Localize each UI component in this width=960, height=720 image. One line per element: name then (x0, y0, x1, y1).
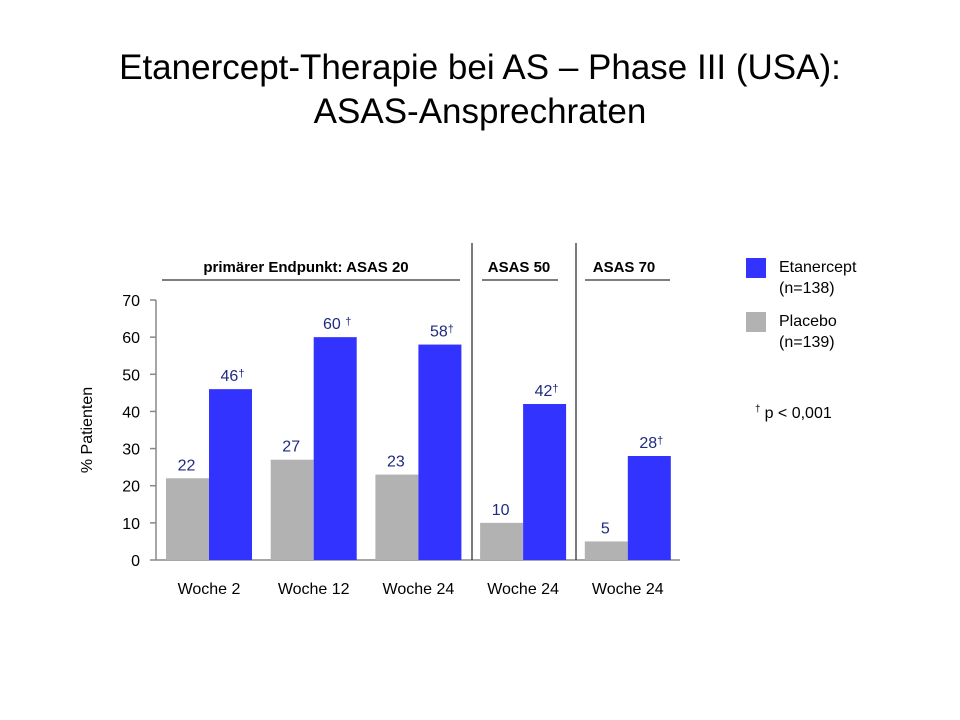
bar-etanercept-4 (523, 404, 567, 560)
data-label-placebo-3: 23 (387, 454, 405, 471)
data-label-etanercept-1: 46† (221, 368, 245, 385)
group-header-2: ASAS 50 (488, 259, 551, 276)
data-label-etanercept-4: 42† (535, 383, 559, 400)
y-tick-label: 10 (122, 516, 140, 533)
y-tick-label: 50 (122, 367, 140, 384)
bar-placebo-4 (480, 522, 524, 560)
x-tick-label-4: Woche 24 (487, 581, 559, 598)
data-label-placebo-4: 10 (492, 502, 510, 519)
x-tick-label-1: Woche 2 (178, 581, 241, 598)
data-label-placebo-5: 5 (601, 520, 610, 537)
legend-item-etanercept: Etanercept (n=138) (746, 257, 856, 299)
y-tick-label: 20 (122, 479, 140, 496)
group-header-3: ASAS 70 (593, 259, 656, 276)
data-label-placebo-2: 27 (282, 439, 300, 456)
title-line-2: ASAS-Ansprechraten (313, 92, 647, 131)
bar-etanercept-5 (627, 456, 671, 560)
legend-item-placebo: Placebo (n=139) (746, 311, 837, 353)
title-line-1: Etanercept-Therapie bei AS – Phase III (… (119, 48, 841, 87)
x-tick-label-2: Woche 12 (278, 581, 350, 598)
y-tick-label: 60 (122, 330, 140, 347)
bar-placebo-3 (375, 474, 419, 560)
legend-n-etanercept: (n=138) (779, 280, 835, 297)
significance-note: † p < 0,001 (755, 404, 832, 423)
y-axis-title: % Patienten (79, 387, 96, 473)
group-header-1: primärer Endpunkt: ASAS 20 (203, 259, 408, 276)
data-label-etanercept-5: 28† (639, 435, 663, 452)
legend-n-placebo: (n=139) (779, 334, 835, 351)
x-tick-label-5: Woche 24 (592, 581, 664, 598)
legend-label-etanercept: Etanercept (779, 259, 857, 276)
y-tick-label: 0 (131, 553, 140, 570)
legend-label-placebo: Placebo (779, 313, 837, 330)
y-tick-label: 40 (122, 404, 140, 421)
y-tick-label: 30 (122, 442, 140, 459)
dagger-symbol: † (755, 404, 761, 415)
y-tick-label: 70 (122, 293, 140, 310)
significance-text: p < 0,001 (764, 405, 832, 422)
x-tick-label-3: Woche 24 (383, 581, 455, 598)
bar-etanercept-3 (418, 344, 462, 560)
data-label-etanercept-3: 58† (430, 324, 454, 341)
data-label-etanercept-2: 60 † (323, 316, 351, 333)
bar-placebo-1 (166, 478, 209, 560)
legend-swatch-placebo (746, 312, 766, 332)
slide-title: Etanercept-Therapie bei AS – Phase III (… (0, 46, 960, 134)
legend-swatch-etanercept (746, 258, 766, 278)
bar-etanercept-2 (313, 337, 357, 560)
data-label-placebo-1: 22 (178, 457, 196, 474)
bar-etanercept-1 (209, 389, 252, 560)
bar-placebo-5 (584, 541, 628, 560)
bar-placebo-2 (270, 459, 314, 560)
